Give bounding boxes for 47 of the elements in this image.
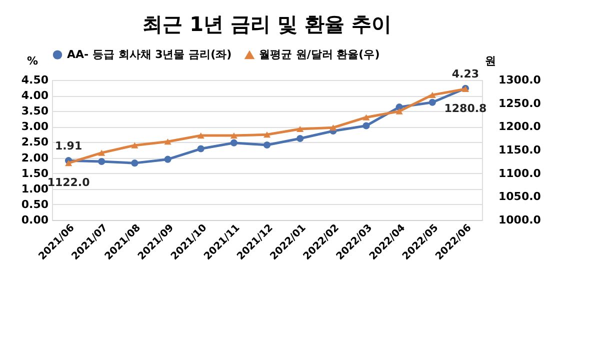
point: [164, 156, 172, 163]
point: [263, 132, 271, 138]
data-label: 4.23: [452, 67, 480, 80]
legend-label: AA- 등급 회사채 3년물 금리(좌): [67, 48, 232, 61]
point: [65, 160, 72, 166]
point: [197, 145, 204, 152]
point: [428, 92, 436, 98]
point: [98, 158, 106, 166]
data-label: 1122.0: [47, 176, 90, 190]
point: [362, 114, 370, 120]
y-tick-label: 0.50: [21, 198, 49, 211]
point: [230, 132, 238, 139]
point: [197, 132, 204, 139]
y2-tick-label: 1100.0: [498, 166, 542, 180]
point: [164, 138, 172, 145]
y-tick-label: 3.00: [21, 120, 49, 134]
y2-tick-label: 1250.0: [498, 96, 542, 110]
point: [230, 139, 238, 146]
y2-tick-label: 1000.0: [498, 214, 542, 226]
point: [396, 108, 403, 114]
y2-tick-label: 1300.0: [498, 74, 542, 86]
point: [296, 134, 304, 142]
point: [428, 98, 436, 106]
y-tick-label: 4.00: [21, 89, 49, 102]
y2-axis-title: 원: [485, 54, 496, 68]
point: [131, 160, 138, 167]
point: [362, 122, 370, 130]
point: [330, 124, 337, 131]
y2-tick-label: 1200.0: [498, 120, 542, 134]
point: [98, 150, 106, 156]
data-label: 1280.8: [444, 102, 487, 115]
y2-tick-label: 1050.0: [498, 190, 542, 204]
point: [131, 142, 138, 148]
chart-title: 최근 1년 금리 및 환율 추이: [142, 12, 392, 36]
y-tick-label: 4.50: [21, 74, 49, 86]
y-tick-label: 0.00: [21, 214, 49, 226]
y-tick-label: 2.00: [21, 151, 49, 164]
y-tick-label: 1.00: [21, 182, 49, 196]
point: [296, 126, 304, 132]
y-axis-title: %: [26, 54, 38, 68]
point: [263, 141, 271, 149]
legend-label: 월평균 원/달러 환율(우): [259, 48, 380, 62]
y-tick-label: 3.50: [21, 104, 49, 118]
data-label: 1.91: [54, 140, 82, 153]
y-tick-label: 1.50: [21, 166, 49, 180]
y-tick-label: 2.50: [21, 136, 49, 149]
y2-tick-label: 1150.0: [498, 144, 542, 156]
